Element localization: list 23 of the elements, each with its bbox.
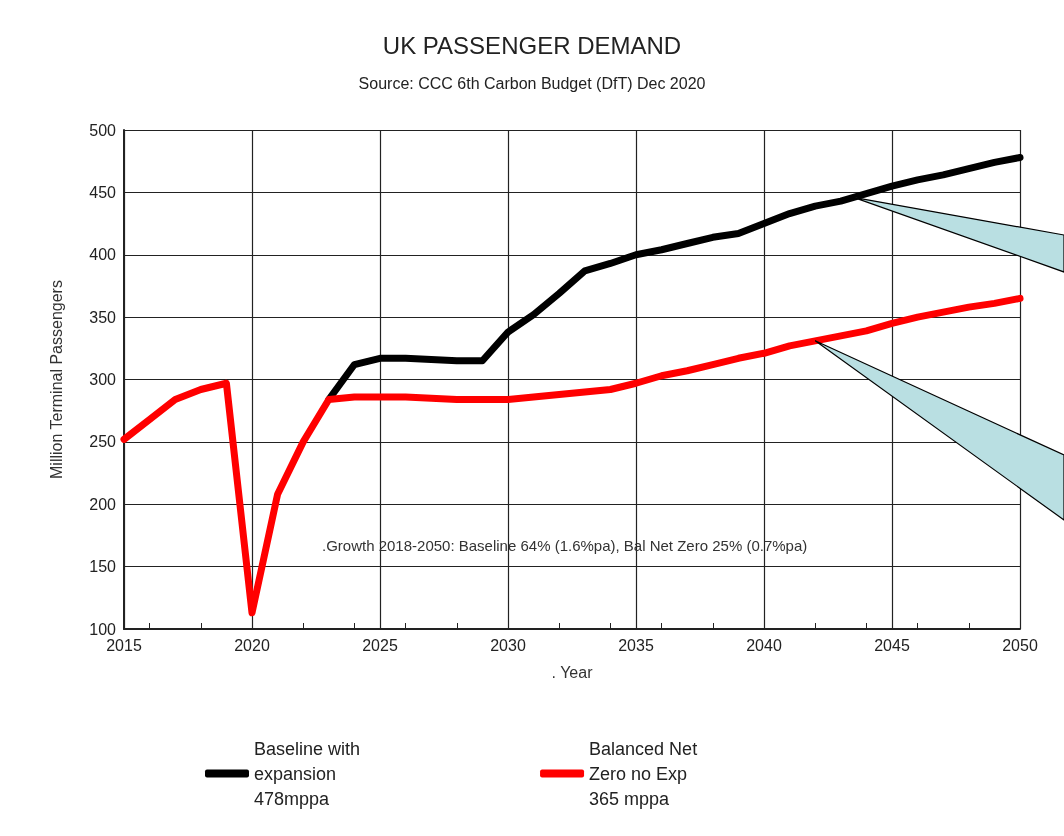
x-tick-label: 2040 [746, 636, 782, 654]
legend-label: Balanced Net Zero no Exp 365 mppa [589, 738, 698, 809]
y-tick-label: 300 [89, 371, 117, 388]
y-tick-label: 200 [89, 495, 117, 513]
y-tick-label: 250 [89, 433, 117, 451]
x-tick-label: 2025 [362, 636, 398, 654]
x-tick-label: 2035 [618, 636, 654, 654]
y-tick-label: 400 [89, 246, 117, 264]
chart-title: UK PASSENGER DEMAND [382, 31, 682, 59]
y-tick-label: 350 [89, 308, 117, 326]
y-tick-label: 500 [89, 121, 117, 139]
y-tick-label: 150 [89, 558, 117, 576]
x-tick-label: 2045 [874, 636, 910, 654]
y-tick-label: 100 [89, 620, 117, 638]
x-tick-label: 2030 [490, 636, 526, 654]
chart-subtitle: Source: CCC 6th Carbon Budget (DfT) Dec 2020 [358, 74, 706, 92]
y-tick-label: 450 [89, 183, 117, 201]
y-axis-title: Million Terminal Passengers [47, 280, 65, 479]
x-tick-label: 2015 [106, 636, 142, 654]
x-tick-label: 2050 [1002, 636, 1038, 654]
x-tick-label: 2020 [234, 636, 270, 654]
x-axis-title: . Year [551, 663, 594, 681]
legend-label: Baseline with expansion 478mppa [254, 738, 361, 809]
